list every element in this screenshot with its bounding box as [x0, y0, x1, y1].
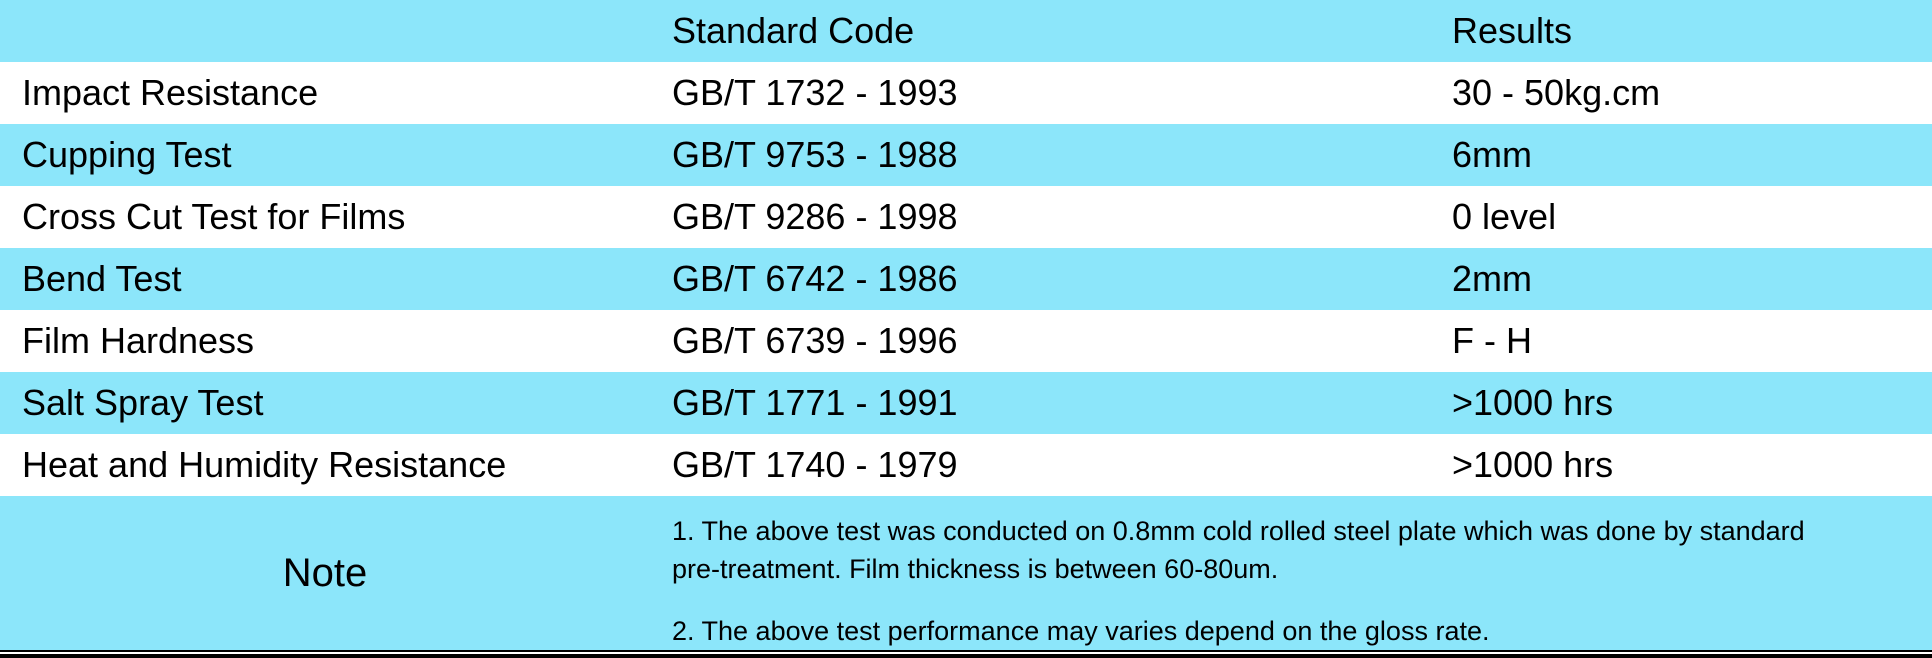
standard-code: GB/T 9286 - 1998	[672, 196, 958, 237]
table-row: Cross Cut Test for Films GB/T 9286 - 199…	[0, 186, 1932, 248]
result-value: 6mm	[1452, 134, 1532, 175]
test-name: Bend Test	[22, 258, 182, 299]
table-row: Film Hardness GB/T 6739 - 1996 F - H	[0, 310, 1932, 372]
result-value: >1000 hrs	[1452, 382, 1614, 423]
test-name: Cross Cut Test for Films	[22, 196, 406, 237]
bottom-rule-thin	[0, 650, 1932, 652]
test-name: Salt Spray Test	[22, 382, 264, 423]
bottom-rule-thick	[0, 654, 1932, 658]
header-results: Results	[1452, 10, 1573, 51]
header-standard-code: Standard Code	[672, 10, 915, 51]
test-name: Impact Resistance	[22, 72, 319, 113]
note-label: Note	[282, 551, 368, 595]
note-line-3: 2. The above test performance may varies…	[672, 616, 1490, 646]
test-name: Heat and Humidity Resistance	[22, 444, 507, 485]
note-section: Note 1. The above test was conducted on …	[0, 496, 1932, 650]
standard-code: GB/T 6739 - 1996	[672, 320, 958, 361]
standard-code: GB/T 9753 - 1988	[672, 134, 958, 175]
result-value: 2mm	[1452, 258, 1532, 299]
result-value: F - H	[1452, 320, 1532, 361]
table-row: Cupping Test GB/T 9753 - 1988 6mm	[0, 124, 1932, 186]
standard-code: GB/T 6742 - 1986	[672, 258, 958, 299]
table-row: Heat and Humidity Resistance GB/T 1740 -…	[0, 434, 1932, 496]
header-row: Standard Code Results	[0, 0, 1932, 62]
table-row: Impact Resistance GB/T 1732 - 1993 30 - …	[0, 62, 1932, 124]
result-value: 0 level	[1452, 196, 1557, 237]
standard-code: GB/T 1771 - 1991	[672, 382, 958, 423]
result-value: 30 - 50kg.cm	[1452, 72, 1661, 113]
test-name: Film Hardness	[22, 320, 255, 361]
table-row: Bend Test GB/T 6742 - 1986 2mm	[0, 248, 1932, 310]
note-line-1: 1. The above test was conducted on 0.8mm…	[672, 516, 1805, 546]
result-value: >1000 hrs	[1452, 444, 1614, 485]
standard-code: GB/T 1740 - 1979	[672, 444, 958, 485]
test-name: Cupping Test	[22, 134, 232, 175]
note-line-2: pre-treatment. Film thickness is between…	[672, 554, 1279, 584]
standard-code: GB/T 1732 - 1993	[672, 72, 958, 113]
table-row: Salt Spray Test GB/T 1771 - 1991 >1000 h…	[0, 372, 1932, 434]
